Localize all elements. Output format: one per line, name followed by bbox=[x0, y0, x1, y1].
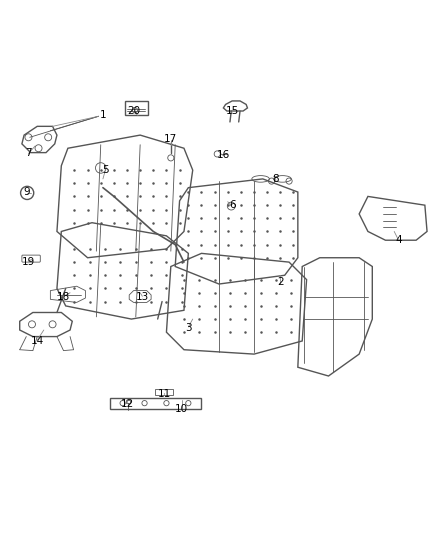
Text: 15: 15 bbox=[226, 106, 239, 116]
Text: 14: 14 bbox=[31, 336, 44, 346]
Text: 4: 4 bbox=[395, 235, 402, 245]
Text: 5: 5 bbox=[102, 165, 109, 175]
Text: 19: 19 bbox=[22, 257, 35, 267]
Text: 11: 11 bbox=[158, 389, 171, 399]
Text: 16: 16 bbox=[217, 150, 230, 160]
Text: 7: 7 bbox=[25, 148, 32, 158]
Text: 10: 10 bbox=[175, 404, 188, 414]
Text: 17: 17 bbox=[164, 134, 177, 144]
Text: 2: 2 bbox=[277, 277, 284, 287]
Text: 20: 20 bbox=[127, 106, 140, 116]
Text: 6: 6 bbox=[229, 200, 236, 210]
Text: 12: 12 bbox=[120, 399, 134, 409]
Text: 9: 9 bbox=[24, 187, 31, 197]
Text: 1: 1 bbox=[99, 110, 106, 120]
Text: 13: 13 bbox=[136, 292, 149, 302]
Text: 18: 18 bbox=[57, 292, 70, 302]
Text: 8: 8 bbox=[272, 174, 279, 184]
Text: 3: 3 bbox=[185, 323, 192, 333]
